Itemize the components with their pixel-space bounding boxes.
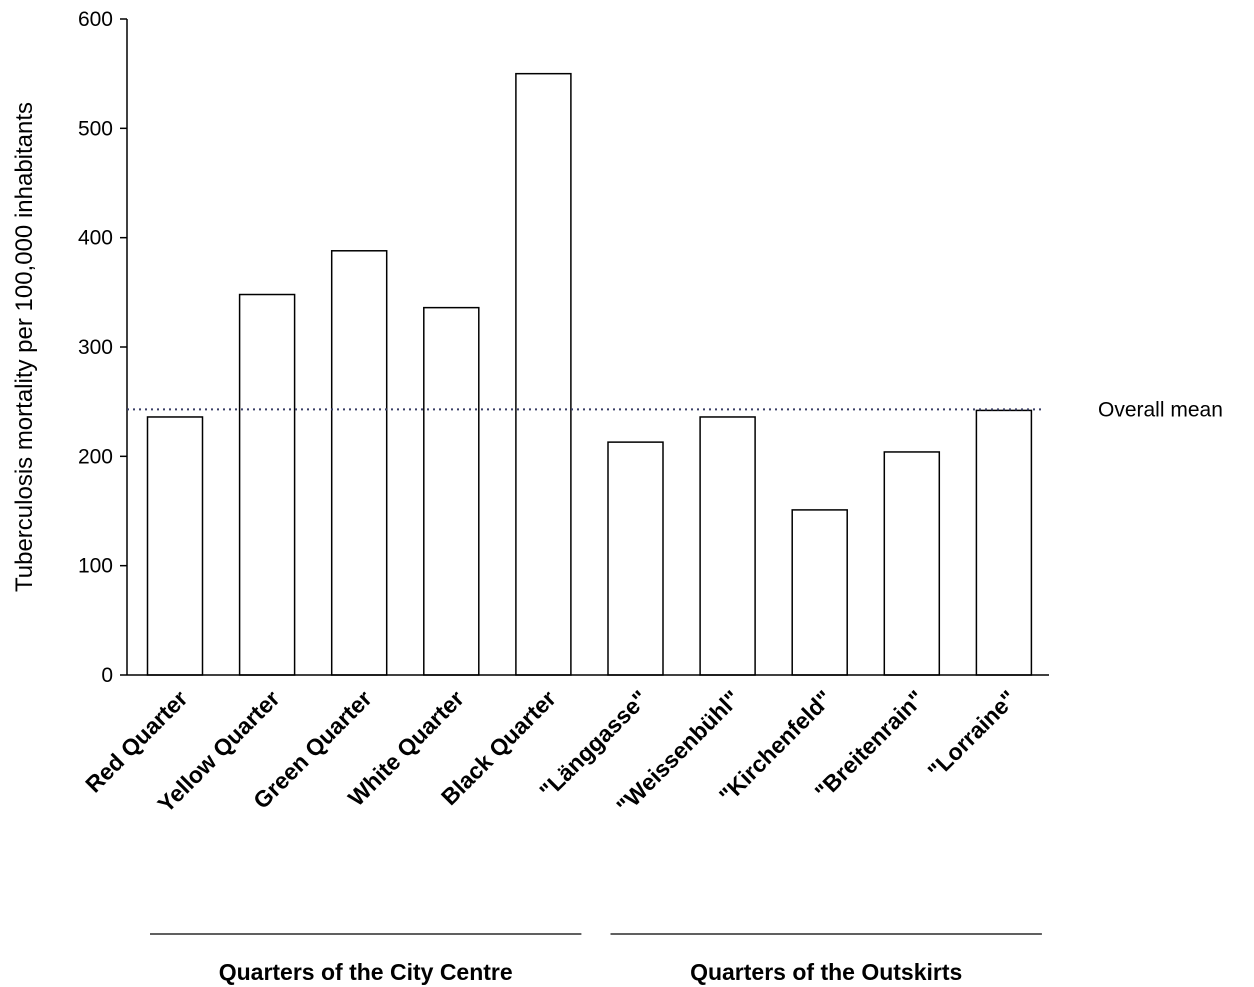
bar [146,416,204,676]
y-tick-label: 300 [78,336,113,359]
group-label: Quarters of the City Centre [219,959,513,985]
bar [699,416,756,676]
bar [423,306,480,676]
bar [975,409,1033,676]
y-tick-label: 0 [101,664,113,687]
y-tick-label: 500 [78,117,113,140]
group-label: Quarters of the Outskirts [690,959,962,985]
bar [238,293,296,676]
group-brackets: Quarters of the City Centre Quarters of t… [150,933,1042,985]
y-axis-label: Tuberculosis mortality per 100,000 inhab… [11,102,38,592]
overall-mean-reference: Overall mean [127,398,1223,421]
y-tick-label: 400 [78,227,113,250]
bar [791,509,848,676]
bar [515,72,572,676]
mean-label: Overall mean [1098,398,1223,421]
y-tick-label: 200 [78,445,113,468]
x-category-label: "Lorraine" [923,685,1022,784]
y-tick-label: 600 [78,8,113,31]
y-axis: 0 100 200 300 400 500 600 [78,8,128,687]
bar [883,451,941,676]
y-tick-label: 100 [78,555,113,578]
bar [607,441,664,676]
bars [146,72,1033,676]
bar [330,250,388,676]
